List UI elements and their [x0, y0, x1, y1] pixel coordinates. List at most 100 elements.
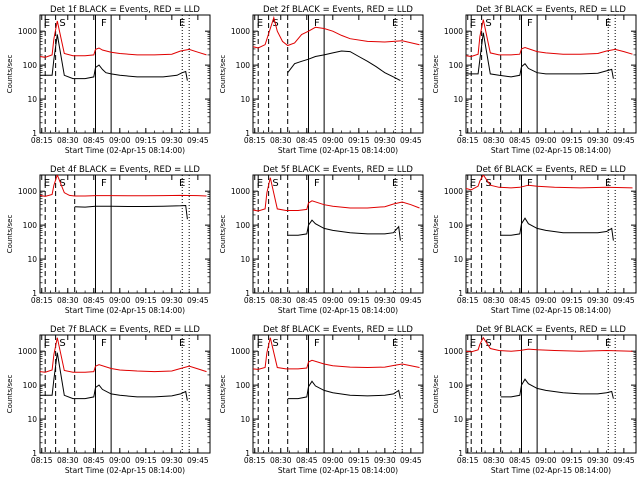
- events-series-line: [287, 380, 401, 400]
- x-tick-label: 09:45: [613, 136, 635, 145]
- y-tick-label: 100: [449, 381, 464, 390]
- lld-series-line: [466, 175, 633, 191]
- x-tick-label: 09:45: [613, 296, 635, 305]
- x-tick-label: 09:30: [161, 136, 183, 145]
- x-axis-label: Start Time (02-Apr-15 08:14:00): [278, 306, 398, 315]
- interval-marker-label: S: [59, 18, 65, 29]
- x-tick-label: 08:45: [509, 136, 531, 145]
- y-axis-label: Counts/sec: [6, 215, 14, 254]
- detector-panel: Det 7f BLACK = Events, RED = LLD 1 10 100 10…: [6, 325, 211, 475]
- series-group: [466, 336, 633, 399]
- y-tick-label: 1000: [444, 347, 463, 356]
- interval-marker-label: E: [44, 338, 50, 349]
- x-axis-label: Start Time (02-Apr-15 08:14:00): [278, 146, 398, 155]
- interval-marker-label: S: [485, 18, 491, 29]
- y-tick-label: 1: [245, 449, 250, 458]
- interval-marker-label: E: [470, 338, 476, 349]
- events-series-line: [74, 204, 188, 220]
- interval-marker-label: E: [470, 178, 476, 189]
- x-tick-label: 08:15: [457, 456, 479, 465]
- interval-marker-label: E: [257, 18, 263, 29]
- interval-marker-label: F: [314, 18, 320, 29]
- plot-title: Det 8f BLACK = Events, RED = LLD: [263, 325, 413, 335]
- x-tick-label: 08:45: [83, 296, 105, 305]
- detector-panel: Det 9f BLACK = Events, RED = LLD 1 10 100 10…: [432, 325, 637, 475]
- x-tick-label: 08:15: [244, 296, 266, 305]
- interval-marker-label: E: [44, 178, 50, 189]
- events-series-line: [287, 50, 401, 82]
- interval-marker-label: F: [527, 338, 533, 349]
- y-tick-label: 10: [240, 255, 250, 264]
- x-axis-label: Start Time (02-Apr-15 08:14:00): [491, 306, 611, 315]
- x-tick-label: 08:15: [244, 456, 266, 465]
- interval-marker-label: S: [59, 338, 65, 349]
- y-axis-label: Counts/sec: [432, 215, 440, 254]
- x-tick-label: 08:45: [296, 456, 318, 465]
- interval-marker-label: S: [59, 178, 65, 189]
- x-tick-label: 09:30: [374, 296, 396, 305]
- plot-frame: [39, 334, 211, 454]
- y-tick-label: 1: [32, 289, 37, 298]
- x-tick-label: 09:00: [322, 296, 344, 305]
- x-tick-label: 08:45: [296, 136, 318, 145]
- y-axis-label: Counts/sec: [6, 55, 14, 94]
- y-tick-label: 1: [458, 129, 463, 138]
- x-tick-label: 09:30: [374, 456, 396, 465]
- x-tick-label: 09:00: [322, 456, 344, 465]
- lld-series-line: [253, 177, 420, 212]
- x-tick-label: 09:30: [587, 136, 609, 145]
- y-axis-label: Counts/sec: [432, 55, 440, 94]
- plot-frame: [39, 14, 211, 134]
- x-tick-label: 09:30: [587, 456, 609, 465]
- x-tick-label: 09:00: [535, 456, 557, 465]
- lld-series-line: [40, 337, 207, 373]
- x-tick-label: 09:15: [561, 136, 583, 145]
- y-tick-label: 1: [458, 449, 463, 458]
- x-tick-label: 08:45: [83, 136, 105, 145]
- y-axis-label: Counts/sec: [6, 375, 14, 414]
- detector-panel: Det 5f BLACK = Events, RED = LLD 1 10 100 10…: [219, 165, 424, 315]
- lld-series-line: [253, 337, 420, 370]
- y-tick-label: 10: [453, 415, 463, 424]
- y-tick-label: 100: [449, 221, 464, 230]
- x-tick-label: 08:15: [457, 296, 479, 305]
- y-tick-label: 1: [245, 289, 250, 298]
- interval-marker-label: F: [314, 178, 320, 189]
- plot-frame: [39, 174, 211, 294]
- x-tick-label: 09:30: [587, 296, 609, 305]
- detector-panel: Det 3f BLACK = Events, RED = LLD 1 10 100 10…: [432, 5, 637, 155]
- series-group: [253, 337, 420, 400]
- x-tick-label: 09:15: [348, 136, 370, 145]
- x-tick-label: 09:00: [109, 136, 131, 145]
- series-group: [40, 337, 207, 401]
- x-tick-label: 08:15: [31, 136, 53, 145]
- x-axis-label: Start Time (02-Apr-15 08:14:00): [491, 466, 611, 475]
- y-tick-label: 100: [23, 61, 38, 70]
- x-tick-label: 09:15: [348, 456, 370, 465]
- x-axis-label: Start Time (02-Apr-15 08:14:00): [491, 146, 611, 155]
- series-group: [466, 19, 633, 79]
- y-tick-label: 10: [27, 255, 37, 264]
- x-tick-label: 09:15: [135, 456, 157, 465]
- x-tick-label: 09:00: [535, 136, 557, 145]
- y-axis-label: Counts/sec: [219, 375, 227, 414]
- y-tick-label: 1000: [18, 27, 37, 36]
- x-tick-label: 08:30: [270, 136, 292, 145]
- interval-marker-label: F: [101, 178, 107, 189]
- detector-panel: Det 2f BLACK = Events, RED = LLD 1 10 100 10…: [219, 5, 424, 155]
- plot-title: Det 3f BLACK = Events, RED = LLD: [476, 5, 626, 15]
- y-tick-label: 100: [449, 61, 464, 70]
- plot-title: Det 6f BLACK = Events, RED = LLD: [476, 165, 626, 175]
- lld-series-line: [466, 336, 633, 353]
- interval-marker-label: E: [257, 338, 263, 349]
- interval-marker-label: E: [392, 338, 398, 349]
- plot-title: Det 2f BLACK = Events, RED = LLD: [263, 5, 413, 15]
- x-axis-label: Start Time (02-Apr-15 08:14:00): [278, 466, 398, 475]
- x-tick-label: 09:45: [187, 136, 209, 145]
- detector-panel: Det 4f BLACK = Events, RED = LLD 1 10 100 10…: [6, 165, 211, 315]
- x-tick-label: 09:15: [348, 296, 370, 305]
- x-tick-label: 08:15: [244, 136, 266, 145]
- y-tick-label: 10: [27, 415, 37, 424]
- detector-panel: Det 6f BLACK = Events, RED = LLD 1 10 100 10…: [432, 165, 637, 315]
- interval-marker-label: F: [527, 18, 533, 29]
